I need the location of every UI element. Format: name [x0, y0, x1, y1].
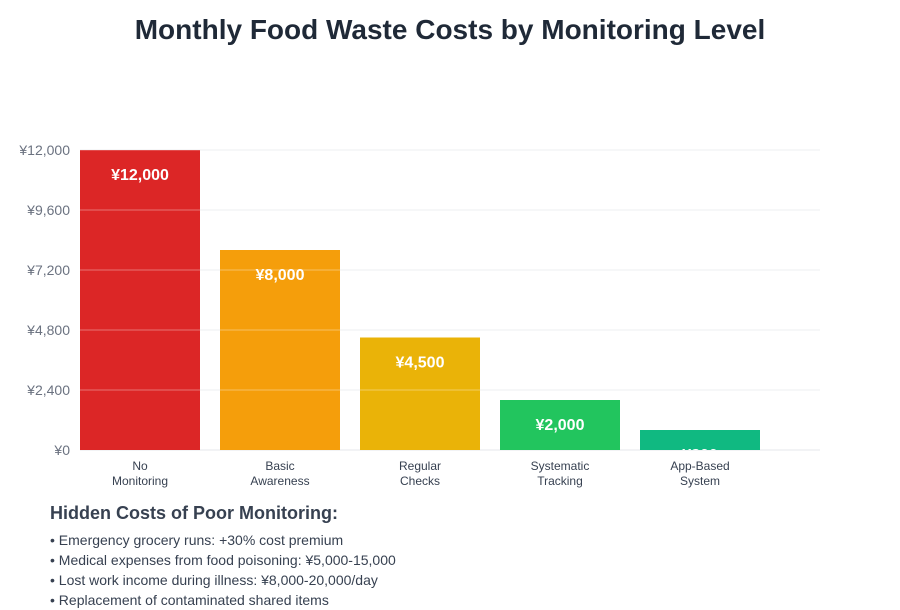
notes-item: • Emergency grocery runs: +30% cost prem…	[50, 532, 344, 548]
y-tick-label: ¥7,200	[26, 262, 70, 278]
x-tick-label: No	[132, 459, 148, 473]
data-label: ¥800	[682, 447, 718, 464]
y-tick-label: ¥0	[53, 442, 70, 458]
bar	[500, 400, 620, 450]
chart-title: Monthly Food Waste Costs by Monitoring L…	[134, 14, 766, 45]
notes-item: • Medical expenses from food poisoning: …	[50, 552, 396, 568]
y-tick-label: ¥2,400	[26, 382, 70, 398]
y-tick-label: ¥4,800	[26, 322, 70, 338]
bar	[640, 430, 760, 450]
x-tick-label: Basic	[265, 459, 294, 473]
notes-item: • Lost work income during illness: ¥8,00…	[50, 572, 378, 588]
notes-item: • Replacement of contaminated shared ite…	[50, 592, 329, 608]
bar	[80, 150, 200, 450]
bar	[360, 337, 480, 450]
y-tick-label: ¥9,600	[26, 202, 70, 218]
bar	[220, 250, 340, 450]
hidden-costs-notes: Hidden Costs of Poor Monitoring: • Emerg…	[50, 503, 396, 610]
x-tick-label: Regular	[399, 459, 441, 473]
x-tick-label: Awareness	[250, 474, 309, 488]
data-label: ¥8,000	[256, 267, 305, 284]
data-label: ¥12,000	[111, 167, 169, 184]
data-label: ¥4,500	[396, 355, 445, 372]
notes-heading: Hidden Costs of Poor Monitoring:	[50, 503, 338, 523]
x-tick-label: App-Based	[670, 459, 729, 473]
y-tick-label: ¥12,000	[18, 142, 70, 158]
data-label: ¥2,000	[536, 417, 585, 434]
x-tick-label: Monitoring	[112, 474, 168, 488]
x-tick-label: Systematic	[531, 459, 590, 473]
bar-chart: ¥0 ¥2,400 ¥4,800 ¥7,200 ¥9,600 ¥12,000 ¥12,000…	[18, 142, 820, 488]
x-tick-label: Checks	[400, 474, 440, 488]
x-tick-label: Tracking	[537, 474, 583, 488]
x-tick-label: System	[680, 474, 720, 488]
